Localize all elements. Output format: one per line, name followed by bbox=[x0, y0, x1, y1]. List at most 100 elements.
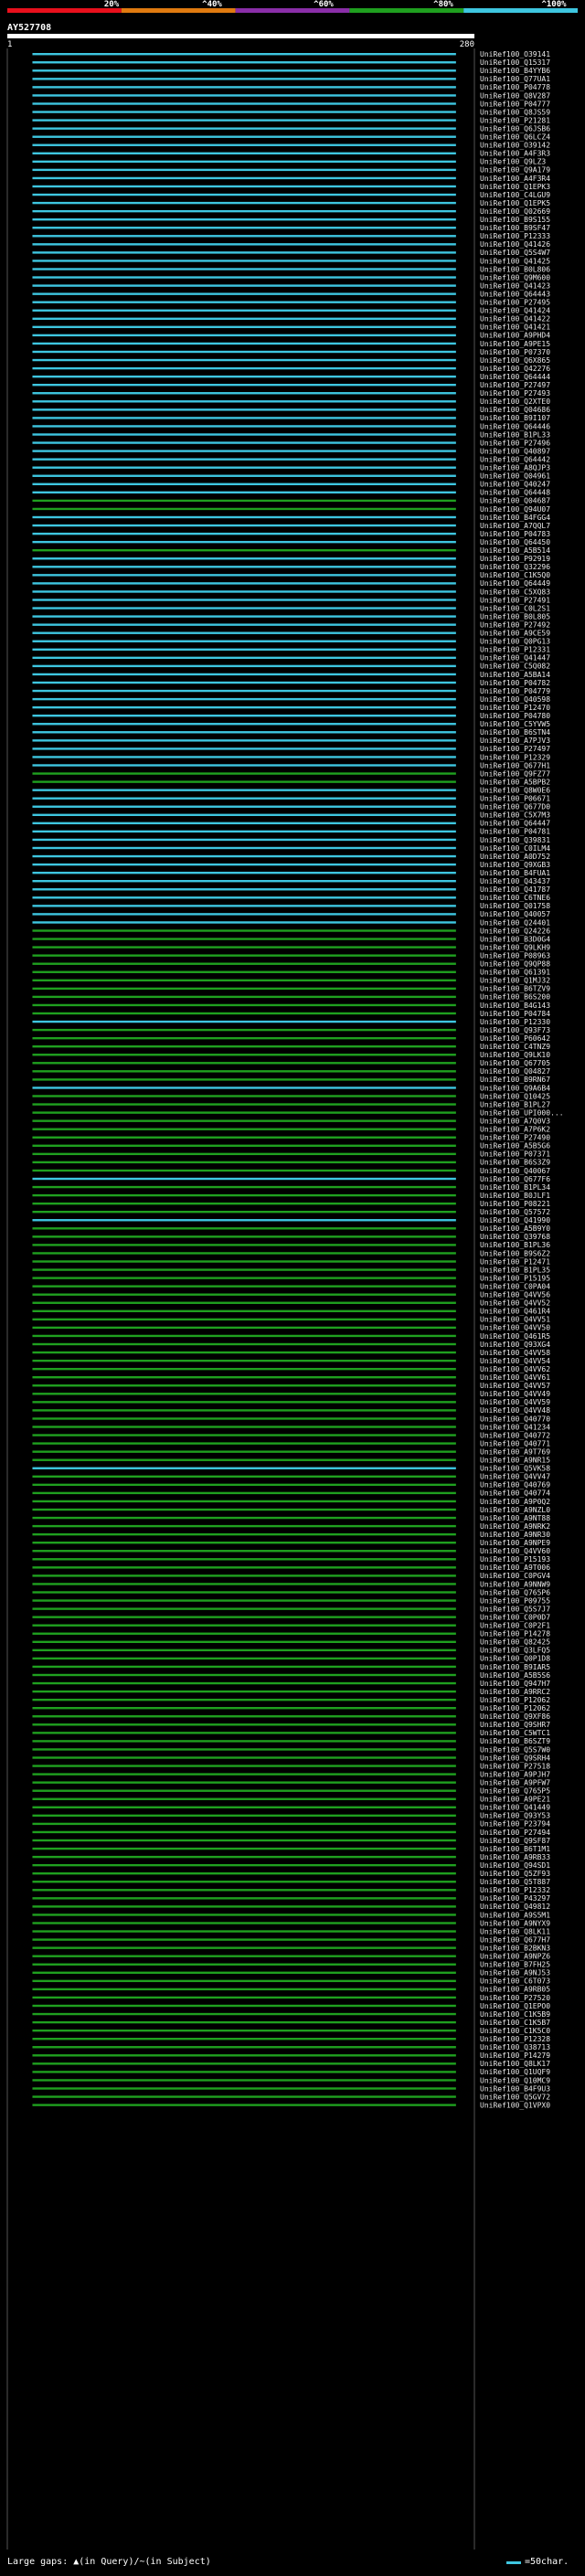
hit-label: UniRef100_P07370 bbox=[480, 348, 550, 356]
hit-bar bbox=[32, 1889, 456, 1892]
hit-label: UniRef100_A5B5G6 bbox=[480, 1142, 550, 1150]
hit-bar bbox=[32, 1260, 456, 1263]
hit-label: UniRef100_P27518 bbox=[480, 1762, 550, 1770]
hit-label: UniRef100_C1K5B9 bbox=[480, 2010, 550, 2019]
hit-label: UniRef100_Q8V287 bbox=[480, 91, 550, 100]
hit-bar bbox=[32, 1905, 456, 1908]
hit-label: UniRef100_B1PL35 bbox=[480, 1266, 550, 1274]
hit-label: UniRef100_P43297 bbox=[480, 1894, 550, 1903]
hit-label: UniRef100_Q94U07 bbox=[480, 505, 550, 514]
hit-label: UniRef100_A8QJP3 bbox=[480, 464, 550, 472]
hit-bar bbox=[32, 1516, 456, 1520]
hit-bar bbox=[32, 2054, 456, 2057]
hit-label: UniRef100_Q41422 bbox=[480, 315, 550, 323]
hit-bar bbox=[32, 441, 456, 444]
hit-bar bbox=[32, 656, 456, 660]
hit-bar bbox=[32, 2104, 456, 2106]
hit-bar bbox=[32, 2012, 456, 2016]
hit-bar bbox=[32, 896, 456, 899]
hit-label: UniRef100_B6TZV9 bbox=[480, 985, 550, 993]
hit-bar bbox=[32, 747, 456, 750]
hit-label: UniRef100_Q41423 bbox=[480, 281, 550, 290]
hit-bar bbox=[32, 1542, 456, 1544]
hit-label: UniRef100_P15193 bbox=[480, 1555, 550, 1564]
hit-label: UniRef100_Q5S7J7 bbox=[480, 1605, 550, 1613]
hit-bar bbox=[32, 1789, 456, 1792]
hit-bar bbox=[32, 854, 456, 858]
hit-label: UniRef100_A0D752 bbox=[480, 853, 550, 861]
hit-label: UniRef100_Q93Y53 bbox=[480, 1812, 550, 1820]
large-gaps-legend: Large gaps: ▲(in Query)/~(in Subject) bbox=[7, 2557, 211, 2567]
hit-bar bbox=[32, 1169, 456, 1172]
hit-bar bbox=[32, 2079, 456, 2082]
hit-bar bbox=[32, 375, 456, 378]
hit-label: UniRef100_Q02669 bbox=[480, 207, 550, 216]
hit-bar bbox=[32, 739, 456, 742]
hit-label: UniRef100_Q67705 bbox=[480, 1059, 550, 1067]
hit-label: UniRef100_B1PL33 bbox=[480, 430, 550, 439]
hit-label: UniRef100_Q04827 bbox=[480, 1067, 550, 1076]
hit-label: UniRef100_P15195 bbox=[480, 1274, 550, 1282]
hit-bar bbox=[32, 1342, 456, 1346]
hit-label: UniRef100_A7Q0V3 bbox=[480, 1117, 550, 1125]
hit-bar bbox=[32, 805, 456, 808]
hit-label: UniRef100_A7P6K2 bbox=[480, 1126, 550, 1134]
hit-bar bbox=[32, 697, 456, 701]
hit-label: UniRef100_B6T1M1 bbox=[480, 1845, 550, 1853]
hit-label: UniRef100_Q61391 bbox=[480, 969, 550, 977]
hit-label: UniRef100_A9NRK2 bbox=[480, 1522, 550, 1531]
hit-label: UniRef100_C1K5C0 bbox=[480, 2027, 550, 2035]
hit-bar bbox=[32, 350, 456, 354]
hit-bar bbox=[32, 1161, 456, 1164]
hit-bar bbox=[32, 640, 456, 642]
hit-bar bbox=[32, 482, 456, 485]
hit-label: UniRef100_A5B514 bbox=[480, 546, 550, 555]
hit-bar bbox=[32, 507, 456, 511]
hit-bar bbox=[32, 1111, 456, 1114]
hit-bar bbox=[32, 1062, 456, 1065]
hit-label: UniRef100_B6STN4 bbox=[480, 728, 550, 737]
hit-label: UniRef100_P12329 bbox=[480, 753, 550, 761]
hit-label: UniRef100_Q4VV54 bbox=[480, 1357, 550, 1365]
hit-label: UniRef100_P27491 bbox=[480, 596, 550, 604]
hit-label: UniRef100_B9S155 bbox=[480, 216, 550, 224]
hit-bar bbox=[32, 1020, 456, 1023]
hit-label: UniRef100_B9I107 bbox=[480, 414, 550, 422]
hit-bar bbox=[32, 260, 456, 262]
query-axis-bar bbox=[7, 34, 474, 38]
hit-bar bbox=[32, 1003, 456, 1007]
hit-bar bbox=[32, 1193, 456, 1197]
hit-bar bbox=[32, 1219, 456, 1222]
hit-label: UniRef100_Q64443 bbox=[480, 290, 550, 298]
hit-label: UniRef100_Q9LK10 bbox=[480, 1051, 550, 1059]
hit-label: UniRef100_Q765P5 bbox=[480, 1787, 550, 1796]
hit-label: UniRef100_A9PJH7 bbox=[480, 1770, 550, 1778]
hit-label: UniRef100_P12331 bbox=[480, 646, 550, 654]
hit-label: UniRef100_Q01758 bbox=[480, 902, 550, 910]
hit-bar bbox=[32, 1690, 456, 1693]
hit-bar bbox=[32, 1268, 456, 1271]
hit-bar bbox=[32, 1607, 456, 1610]
hit-label: UniRef100_A4F3R3 bbox=[480, 150, 550, 158]
hit-label: UniRef100_B6S3Z9 bbox=[480, 1159, 550, 1167]
hit-label: UniRef100_B1PL27 bbox=[480, 1100, 550, 1108]
hit-bar bbox=[32, 1599, 456, 1602]
hit-label: UniRef100_Q64442 bbox=[480, 455, 550, 463]
hit-label: UniRef100_P27492 bbox=[480, 620, 550, 629]
hit-label: UniRef100_Q4VV48 bbox=[480, 1406, 550, 1415]
hit-label: UniRef100_B7FH25 bbox=[480, 1961, 550, 1969]
hit-bar bbox=[32, 474, 456, 477]
hit-bar bbox=[32, 2046, 456, 2049]
hit-bar bbox=[32, 1384, 456, 1387]
identity-scale-label: 20% bbox=[104, 0, 120, 9]
hit-label: UniRef100_C0L2S1 bbox=[480, 604, 550, 612]
hit-label: UniRef100_Q42276 bbox=[480, 365, 550, 373]
hit-bar bbox=[32, 970, 456, 973]
hit-label: UniRef100_C1K5B7 bbox=[480, 2019, 550, 2027]
hit-label: UniRef100_B4YYB6 bbox=[480, 67, 550, 75]
hit-bar bbox=[32, 366, 456, 370]
hit-bar bbox=[32, 1012, 456, 1015]
hit-label: UniRef100_P12471 bbox=[480, 1257, 550, 1266]
hit-bar bbox=[32, 1732, 456, 1734]
hit-bar bbox=[32, 491, 456, 494]
